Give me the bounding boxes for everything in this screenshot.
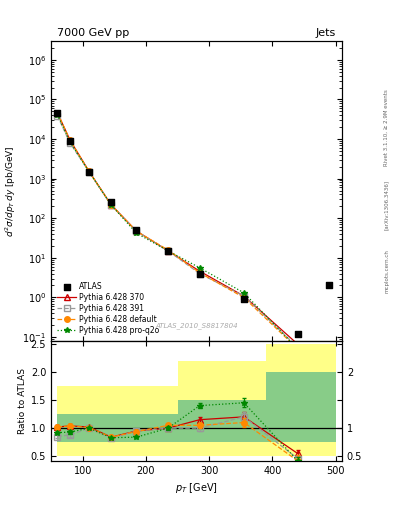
ATLAS bbox=[86, 167, 92, 176]
Pythia 6.428 391 bbox=[109, 202, 114, 208]
Pythia 6.428 default bbox=[68, 137, 72, 143]
Pythia 6.428 pro-q2o bbox=[87, 168, 92, 175]
Y-axis label: $d^2\sigma/dp_T\,dy$ [pb/GeV]: $d^2\sigma/dp_T\,dy$ [pb/GeV] bbox=[4, 145, 18, 237]
Pythia 6.428 370 bbox=[109, 202, 114, 208]
Pythia 6.428 default bbox=[166, 247, 171, 253]
Pythia 6.428 391 bbox=[134, 228, 139, 234]
ATLAS bbox=[196, 269, 203, 278]
Pythia 6.428 391 bbox=[55, 113, 60, 119]
ATLAS bbox=[67, 137, 73, 145]
Pythia 6.428 pro-q2o bbox=[295, 346, 300, 352]
Pythia 6.428 pro-q2o bbox=[55, 112, 60, 118]
Pythia 6.428 391 bbox=[295, 344, 300, 350]
Pythia 6.428 391 bbox=[87, 168, 92, 175]
Pythia 6.428 370 bbox=[166, 248, 171, 254]
Pythia 6.428 391 bbox=[166, 248, 171, 254]
Legend: ATLAS, Pythia 6.428 370, Pythia 6.428 391, Pythia 6.428 default, Pythia 6.428 pr: ATLAS, Pythia 6.428 370, Pythia 6.428 39… bbox=[55, 280, 162, 337]
Line: Pythia 6.428 391: Pythia 6.428 391 bbox=[55, 113, 300, 350]
Y-axis label: Ratio to ATLAS: Ratio to ATLAS bbox=[18, 368, 27, 434]
ATLAS bbox=[165, 247, 171, 255]
Pythia 6.428 pro-q2o bbox=[109, 202, 114, 208]
Pythia 6.428 default bbox=[197, 270, 202, 276]
Text: ATLAS_2010_S8817804: ATLAS_2010_S8817804 bbox=[155, 322, 238, 329]
Pythia 6.428 pro-q2o bbox=[134, 230, 139, 236]
Pythia 6.428 370 bbox=[87, 168, 92, 175]
Pythia 6.428 370 bbox=[134, 228, 139, 234]
Pythia 6.428 default bbox=[295, 346, 300, 352]
Point bbox=[326, 282, 332, 290]
Pythia 6.428 370 bbox=[295, 341, 300, 347]
Text: Jets: Jets bbox=[316, 28, 336, 38]
Text: mcplots.cern.ch: mcplots.cern.ch bbox=[384, 249, 389, 293]
Pythia 6.428 370 bbox=[68, 137, 72, 143]
Pythia 6.428 pro-q2o bbox=[242, 290, 246, 296]
Pythia 6.428 pro-q2o bbox=[197, 265, 202, 271]
Pythia 6.428 default bbox=[109, 202, 114, 208]
Pythia 6.428 default bbox=[134, 228, 139, 234]
X-axis label: $p_T$ [GeV]: $p_T$ [GeV] bbox=[175, 481, 218, 495]
Line: Pythia 6.428 default: Pythia 6.428 default bbox=[55, 110, 300, 352]
ATLAS bbox=[294, 330, 301, 338]
ATLAS bbox=[108, 198, 114, 206]
ATLAS bbox=[54, 109, 61, 117]
Pythia 6.428 370 bbox=[242, 293, 246, 299]
Text: [arXiv:1306.3436]: [arXiv:1306.3436] bbox=[384, 180, 389, 230]
Pythia 6.428 default bbox=[87, 168, 92, 175]
Pythia 6.428 391 bbox=[68, 140, 72, 146]
Pythia 6.428 370 bbox=[197, 268, 202, 274]
Pythia 6.428 391 bbox=[197, 270, 202, 276]
Line: Pythia 6.428 370: Pythia 6.428 370 bbox=[55, 110, 300, 347]
Pythia 6.428 pro-q2o bbox=[68, 139, 72, 145]
Pythia 6.428 pro-q2o bbox=[166, 248, 171, 254]
Pythia 6.428 391 bbox=[242, 293, 246, 299]
Pythia 6.428 default bbox=[242, 294, 246, 301]
Text: 7000 GeV pp: 7000 GeV pp bbox=[57, 28, 129, 38]
ATLAS bbox=[241, 295, 247, 303]
Text: Rivet 3.1.10, ≥ 2.9M events: Rivet 3.1.10, ≥ 2.9M events bbox=[384, 90, 389, 166]
Line: Pythia 6.428 pro-q2o: Pythia 6.428 pro-q2o bbox=[55, 112, 300, 352]
ATLAS bbox=[133, 226, 140, 234]
Pythia 6.428 370 bbox=[55, 110, 60, 116]
Pythia 6.428 default bbox=[55, 110, 60, 116]
